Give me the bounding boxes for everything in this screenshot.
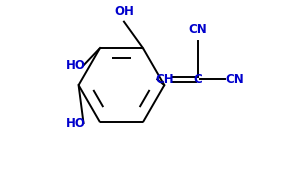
Text: OH: OH [114, 5, 134, 18]
Text: CH: CH [156, 73, 175, 86]
Text: HO: HO [66, 117, 86, 130]
Text: C: C [194, 73, 202, 86]
Text: CN: CN [225, 73, 244, 86]
Text: HO: HO [66, 59, 86, 72]
Text: CN: CN [189, 23, 208, 36]
